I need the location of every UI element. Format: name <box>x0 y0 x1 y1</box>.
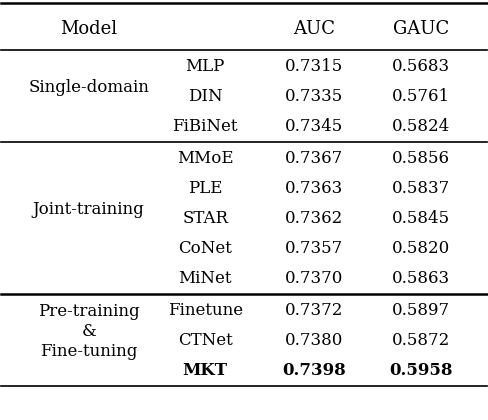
Text: 0.5683: 0.5683 <box>392 58 450 76</box>
Text: 0.7335: 0.7335 <box>285 89 344 105</box>
Text: MMoE: MMoE <box>177 150 233 167</box>
Text: 0.7362: 0.7362 <box>285 210 344 227</box>
Text: 0.7357: 0.7357 <box>285 240 344 257</box>
Text: 0.5897: 0.5897 <box>392 302 450 319</box>
Text: PLE: PLE <box>188 180 223 197</box>
Text: 0.7372: 0.7372 <box>285 302 344 319</box>
Text: CoNet: CoNet <box>178 240 232 257</box>
Text: MLP: MLP <box>185 58 225 76</box>
Text: 0.5837: 0.5837 <box>392 180 450 197</box>
Text: CTNet: CTNet <box>178 332 233 349</box>
Text: 0.5856: 0.5856 <box>392 150 450 167</box>
Text: 0.7367: 0.7367 <box>285 150 344 167</box>
Text: GAUC: GAUC <box>393 20 449 38</box>
Text: 0.5824: 0.5824 <box>392 118 450 136</box>
Text: MKT: MKT <box>183 362 228 379</box>
Text: 0.5820: 0.5820 <box>392 240 450 257</box>
Text: STAR: STAR <box>182 210 228 227</box>
Text: Model: Model <box>60 20 117 38</box>
Text: Pre-training
&
Fine-tuning: Pre-training & Fine-tuning <box>38 304 140 360</box>
Text: MiNet: MiNet <box>179 270 232 287</box>
Text: 0.5958: 0.5958 <box>389 362 453 379</box>
Text: 0.5845: 0.5845 <box>392 210 450 227</box>
Text: Finetune: Finetune <box>167 302 243 319</box>
Text: 0.5863: 0.5863 <box>392 270 450 287</box>
Text: Single-domain: Single-domain <box>28 79 149 97</box>
Text: FiBiNet: FiBiNet <box>172 118 238 136</box>
Text: 0.7398: 0.7398 <box>283 362 346 379</box>
Text: AUC: AUC <box>293 20 335 38</box>
Text: 0.7345: 0.7345 <box>285 118 344 136</box>
Text: 0.7363: 0.7363 <box>285 180 344 197</box>
Text: Joint-training: Joint-training <box>33 201 144 218</box>
Text: 0.5761: 0.5761 <box>392 89 450 105</box>
Text: 0.7315: 0.7315 <box>285 58 344 76</box>
Text: 0.5872: 0.5872 <box>392 332 450 349</box>
Text: DIN: DIN <box>188 89 223 105</box>
Text: 0.7370: 0.7370 <box>285 270 344 287</box>
Text: 0.7380: 0.7380 <box>285 332 344 349</box>
